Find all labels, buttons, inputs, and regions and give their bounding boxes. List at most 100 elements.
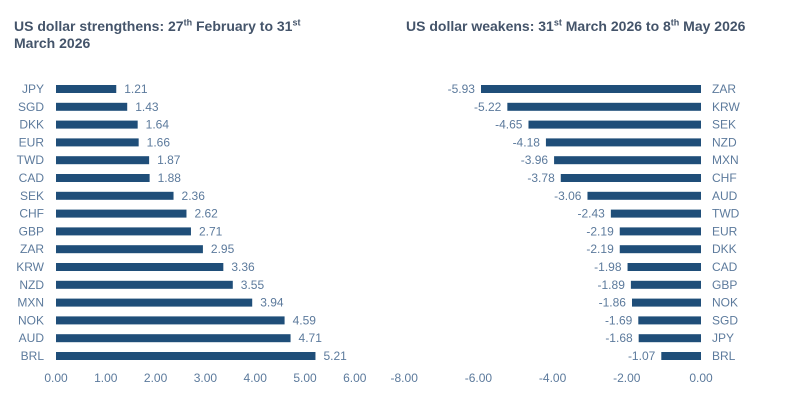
left-bar — [56, 298, 253, 307]
right-bar — [631, 298, 701, 307]
right-bar — [661, 352, 701, 360]
left-tick-label: 6.00 — [343, 371, 367, 385]
left-value-label: 1.21 — [124, 82, 148, 96]
left-category-label: TWD — [17, 153, 45, 167]
right-bar — [610, 209, 701, 218]
right-category-label: SEK — [712, 118, 736, 132]
left-value-label: 1.88 — [158, 171, 182, 185]
right-category-label: AUD — [712, 189, 738, 203]
left-bar — [56, 209, 187, 218]
right-category-label: TWD — [712, 207, 740, 221]
right-value-label: -3.06 — [554, 189, 582, 203]
right-bar — [619, 227, 701, 236]
left-value-label: 4.59 — [293, 313, 317, 327]
right-value-label: -1.89 — [598, 278, 626, 292]
right-tick-label: -8.00 — [391, 371, 419, 385]
left-category-label: KRW — [16, 260, 44, 274]
left-bar — [56, 316, 285, 325]
left-category-label: SGD — [18, 100, 44, 114]
right-category-label: ZAR — [712, 82, 736, 96]
left-category-label: CHF — [19, 207, 44, 221]
right-category-label: NOK — [712, 296, 738, 310]
right-category-label: GBP — [712, 278, 737, 292]
right-value-label: -1.07 — [628, 349, 656, 363]
right-category-label: DKK — [712, 242, 737, 256]
left-category-label: DKK — [19, 118, 44, 132]
left-bar — [56, 120, 138, 129]
right-bar — [554, 156, 701, 165]
right-category-label: BRL — [712, 349, 736, 363]
right-tick-label: -6.00 — [465, 371, 493, 385]
right-value-label: -3.78 — [527, 171, 555, 185]
right-bar — [528, 120, 701, 129]
left-tick-label: 5.00 — [293, 371, 317, 385]
left-value-label: 1.43 — [135, 100, 159, 114]
right-bar — [587, 191, 701, 200]
right-value-label: -1.68 — [605, 331, 633, 345]
right-category-label: CHF — [712, 171, 737, 185]
right-category-label: SGD — [712, 313, 738, 327]
right-tick-label: 0.00 — [689, 371, 713, 385]
right-category-label: EUR — [712, 224, 738, 238]
left-category-label: MXN — [17, 296, 44, 310]
right-category-label: MXN — [712, 153, 739, 167]
right-value-label: -1.69 — [605, 313, 633, 327]
left-tick-label: 0.00 — [44, 371, 68, 385]
left-value-label: 2.95 — [211, 242, 235, 256]
right-category-label: CAD — [712, 260, 738, 274]
left-bar — [56, 245, 203, 254]
right-bar — [480, 85, 701, 93]
left-bar — [56, 191, 174, 200]
right-bar — [545, 138, 701, 147]
right-bar — [560, 174, 701, 182]
left-category-label: ZAR — [20, 242, 44, 256]
left-category-label: CAD — [19, 171, 45, 185]
left-bar — [56, 263, 224, 271]
left-bar — [56, 102, 128, 111]
right-value-label: -3.96 — [521, 153, 549, 167]
right-value-label: -1.86 — [599, 296, 627, 310]
left-bar — [56, 138, 139, 147]
right-value-label: -2.19 — [586, 224, 614, 238]
left-value-label: 2.71 — [199, 224, 223, 238]
left-tick-label: 3.00 — [194, 371, 218, 385]
left-category-label: NZD — [19, 278, 44, 292]
right-value-label: -4.65 — [495, 118, 523, 132]
right-bar — [638, 334, 701, 343]
right-bar — [619, 245, 701, 254]
left-bar — [56, 352, 316, 360]
left-category-label: BRL — [21, 349, 45, 363]
right-bar-chart: -5.93 ZAR -5.22 KRW -4.65 SEK -4.18 NZD -3.96 MXN… — [391, 82, 741, 385]
left-value-label: 4.71 — [299, 331, 323, 345]
left-tick-label: 1.00 — [94, 371, 118, 385]
left-category-label: JPY — [22, 82, 44, 96]
left-bar — [56, 227, 191, 236]
left-category-label: SEK — [20, 189, 44, 203]
left-category-label: NOK — [18, 313, 44, 327]
left-bar — [56, 85, 117, 93]
left-value-label: 5.21 — [323, 349, 347, 363]
left-chart-title: US dollar strengthens: 27th February to … — [14, 17, 301, 51]
left-value-label: 1.64 — [146, 118, 170, 132]
right-value-label: -5.93 — [448, 82, 476, 96]
right-bar — [627, 263, 701, 271]
right-chart-title: US dollar weakens: 31st March 2026 to 8t… — [406, 17, 746, 34]
right-category-label: KRW — [712, 100, 740, 114]
right-bar — [630, 280, 701, 289]
left-tick-label: 2.00 — [144, 371, 168, 385]
left-bar-chart: JPY 1.21 SGD 1.43 DKK 1.64 EUR 1.66 TWD 1.87 CAD 1.… — [16, 82, 367, 385]
right-bar — [507, 102, 701, 111]
left-value-label: 3.55 — [241, 278, 265, 292]
left-value-label: 3.36 — [231, 260, 255, 274]
right-value-label: -5.22 — [474, 100, 502, 114]
left-category-label: GBP — [19, 224, 44, 238]
right-value-label: -2.43 — [577, 207, 605, 221]
left-value-label: 2.36 — [182, 189, 206, 203]
right-tick-label: -2.00 — [613, 371, 641, 385]
right-value-label: -1.98 — [594, 260, 622, 274]
right-value-label: -2.19 — [586, 242, 614, 256]
left-value-label: 2.62 — [194, 207, 218, 221]
left-value-label: 3.94 — [260, 296, 284, 310]
left-bar — [56, 156, 150, 165]
